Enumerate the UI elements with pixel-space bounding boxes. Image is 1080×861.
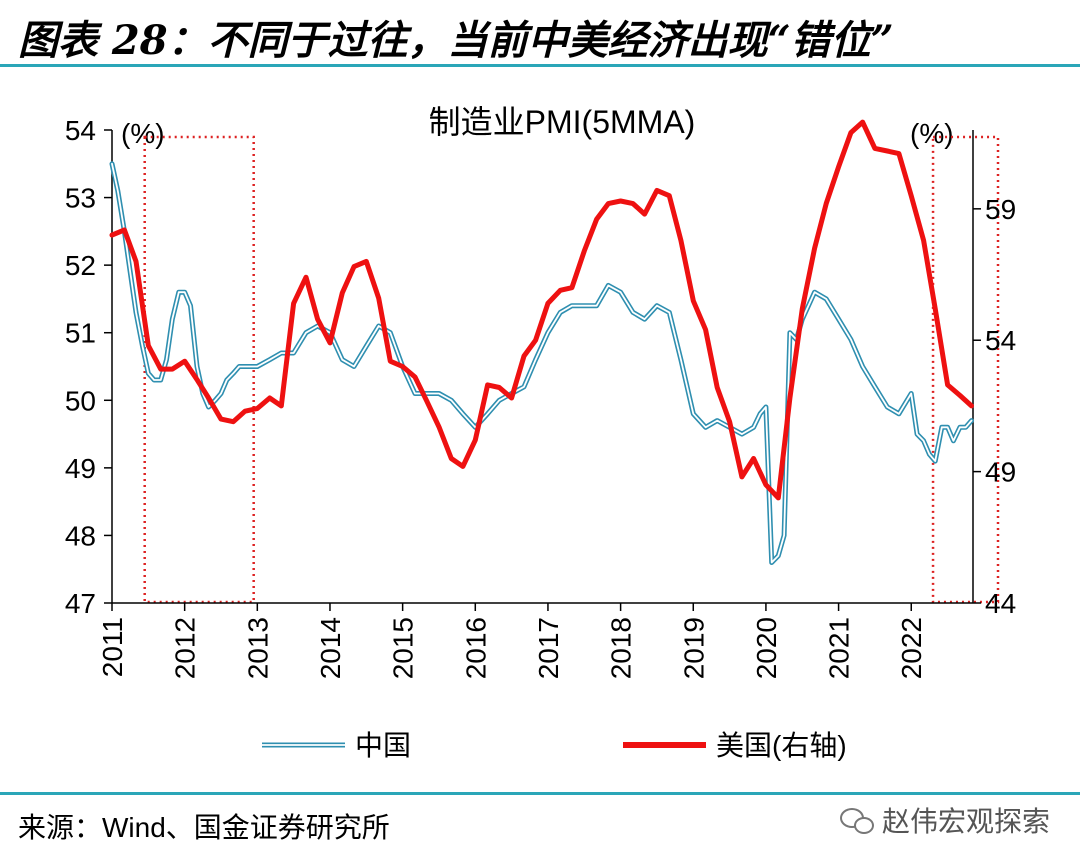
watermark-text: 赵伟宏观探索 — [881, 806, 1050, 837]
x-tick-label: 2017 — [533, 617, 564, 679]
right-tick-label: 44 — [985, 588, 1016, 619]
x-tick-label: 2012 — [170, 617, 201, 679]
highlight-box-1 — [143, 135, 255, 604]
left-tick-label: 54 — [65, 115, 96, 146]
series-line-china — [109, 161, 974, 565]
x-tick-label: 2020 — [751, 617, 782, 679]
left-tick-label: 48 — [65, 520, 96, 551]
pmi-chart: 制造业PMI(5MMA) (%) (%) 47 48 49 50 51 52 53 54 44 4… — [65, 104, 1016, 761]
left-tick-label: 53 — [65, 183, 96, 214]
figure-title: 图表 28：不同于过往，当前中美经济出现“错位” — [18, 17, 894, 64]
x-tick-label: 2011 — [97, 617, 128, 677]
right-tick-label: 49 — [985, 457, 1016, 488]
series-line-china-inner — [111, 162, 973, 564]
x-tick-label: 2018 — [606, 617, 637, 679]
chart-title: 制造业PMI(5MMA) — [429, 104, 696, 140]
x-tick-label: 2016 — [460, 617, 491, 679]
x-tick-label: 2013 — [242, 617, 273, 679]
left-tick-label: 47 — [65, 588, 96, 619]
right-tick-label: 59 — [985, 194, 1016, 225]
source-note: 来源：Wind、国金证券研究所 — [18, 812, 390, 843]
left-tick-label: 51 — [65, 318, 96, 349]
left-tick-label: 49 — [65, 453, 96, 484]
left-tick-label: 52 — [65, 250, 96, 281]
watermark: 赵伟宏观探索 — [839, 800, 1050, 840]
series-line-us — [109, 119, 974, 501]
right-axis-unit: (%) — [910, 118, 954, 149]
x-tick-label: 2021 — [824, 617, 855, 679]
x-tick-label: 2014 — [315, 617, 346, 679]
legend-label-china: 中国 — [355, 730, 411, 761]
left-axis-unit: (%) — [121, 118, 165, 149]
legend-label-us: 美国(右轴) — [716, 730, 847, 761]
x-tick-label: 2015 — [388, 617, 419, 679]
bottom-rule — [0, 792, 1080, 795]
right-tick-label: 54 — [985, 325, 1016, 356]
x-tick-label: 2022 — [896, 617, 927, 679]
left-tick-label: 50 — [65, 385, 96, 416]
wechat-icon — [839, 806, 874, 834]
x-tick-label: 2019 — [678, 617, 709, 679]
top-rule — [0, 64, 1080, 67]
